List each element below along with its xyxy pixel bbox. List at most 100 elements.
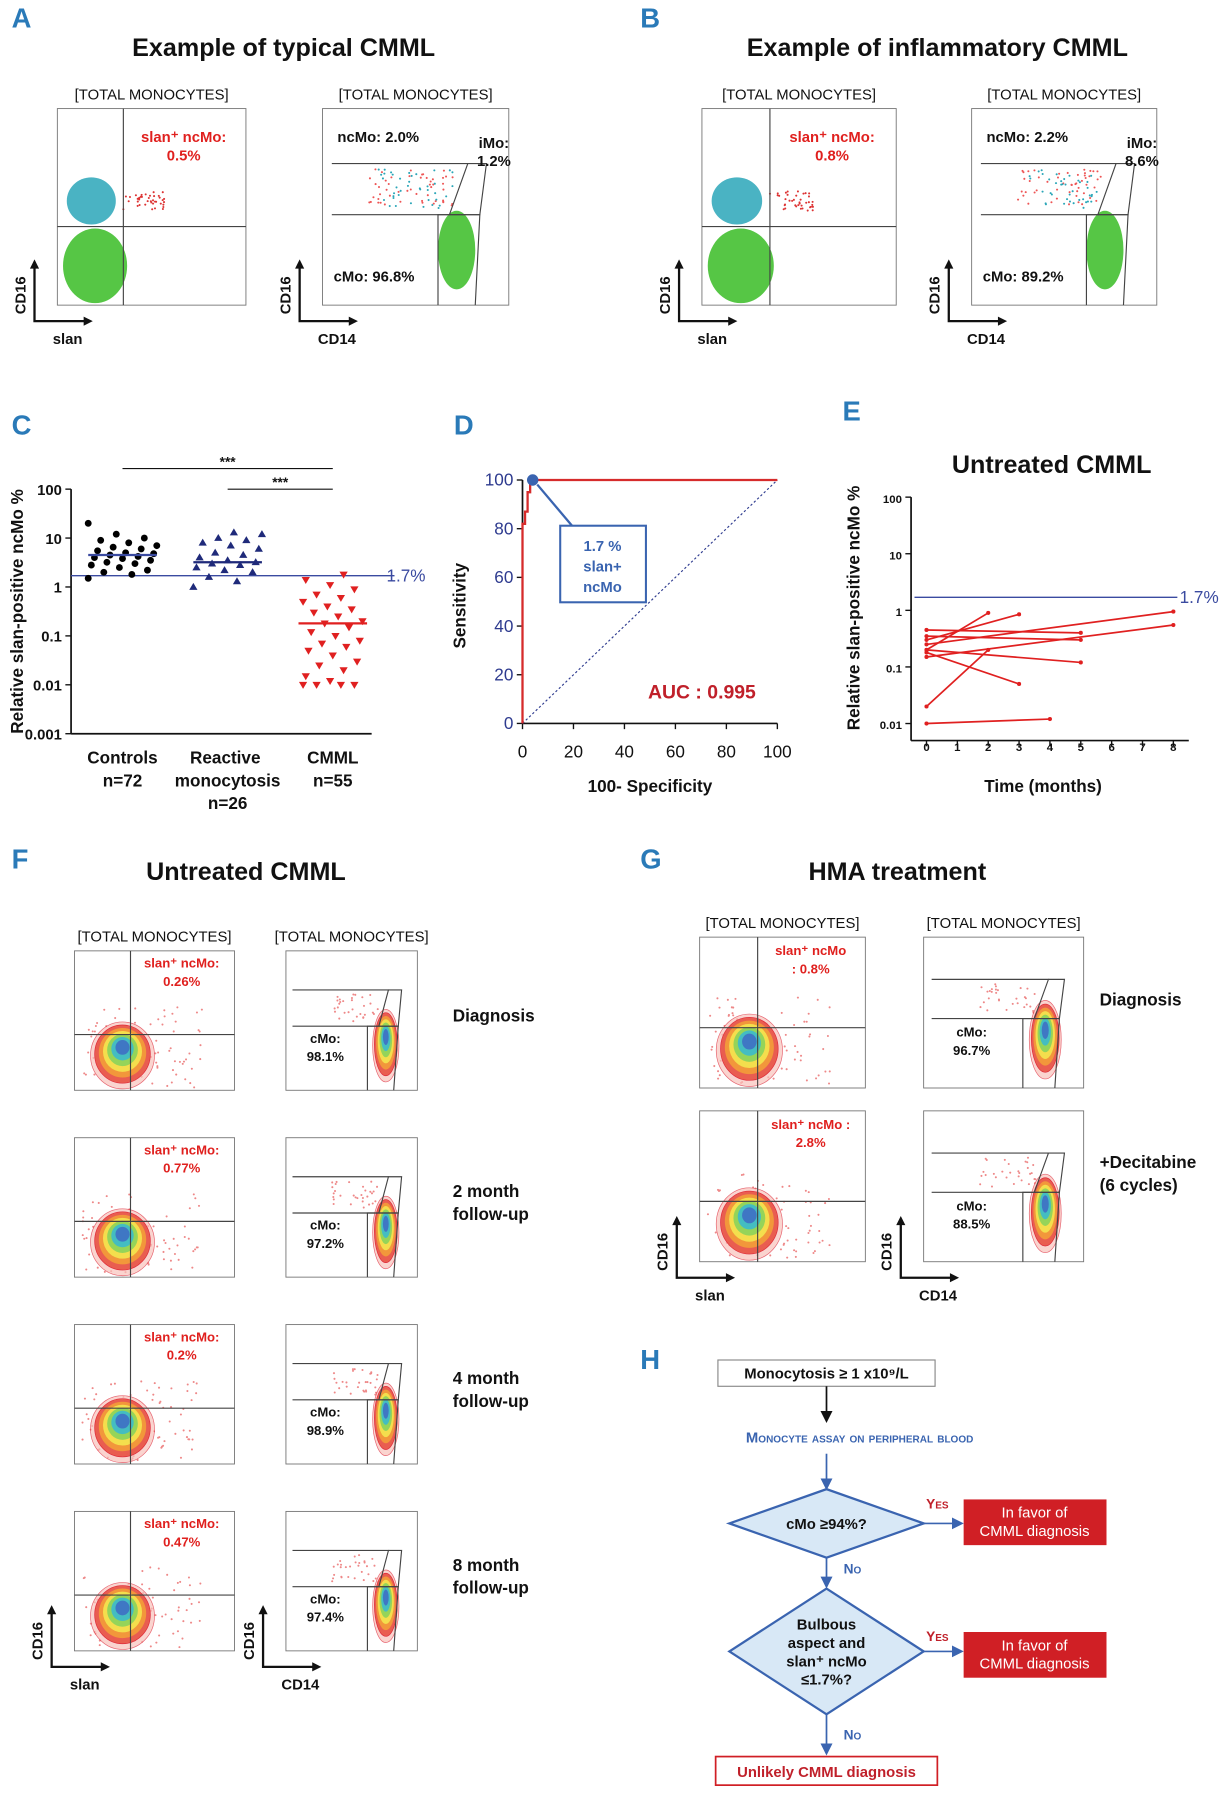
density-contour [115, 1226, 130, 1242]
y-tick-label: 100 [37, 483, 62, 499]
arrow-head [672, 1216, 682, 1226]
data-point [301, 576, 310, 584]
data-point [298, 598, 308, 606]
event-dot [377, 201, 380, 204]
gate [366, 1212, 399, 1278]
event-dot [371, 1557, 374, 1560]
event-dot [360, 1193, 363, 1197]
event-dot [1015, 997, 1018, 1000]
density-contour [382, 1028, 389, 1045]
event-dot [85, 1413, 88, 1416]
data-point [344, 624, 354, 632]
end-text: Unlikely CMML diagnosis [737, 1765, 916, 1781]
event-dot [363, 1560, 366, 1563]
event-dot [408, 175, 411, 178]
data-point [350, 586, 359, 594]
x-tick-label: 60 [666, 742, 685, 762]
event-dot [90, 1035, 93, 1038]
gate [1022, 1191, 1061, 1262]
event-dot [1085, 201, 1088, 204]
data-point [214, 533, 223, 541]
data-point [1171, 609, 1176, 614]
event-dot [1082, 192, 1085, 195]
event-dot [780, 1011, 783, 1014]
threshold-label: 1.7% [387, 565, 426, 585]
event-dot [81, 1234, 84, 1237]
event-dot [195, 1392, 198, 1395]
event-dot [1066, 198, 1069, 201]
event-dot [788, 1185, 791, 1188]
cell-cloud [711, 177, 763, 225]
event-dot [1068, 200, 1071, 203]
data-point [1171, 622, 1176, 628]
event-dot [343, 1011, 346, 1014]
data-point [144, 566, 151, 574]
event-dot [357, 1564, 360, 1567]
event-dot [426, 185, 429, 188]
y-tick-label: 100 [883, 494, 902, 506]
event-dot [82, 1216, 85, 1219]
event-dot [796, 996, 799, 999]
event-dot [345, 1385, 348, 1388]
event-dot [340, 1563, 343, 1566]
x-tick-label: Controls [87, 747, 157, 767]
event-dot [1075, 182, 1078, 185]
gate-label: ncMo: 2.0% [337, 130, 419, 146]
event-dot [162, 1258, 165, 1261]
event-dot [1084, 176, 1087, 180]
event-dot [148, 1587, 151, 1590]
event-dot [1019, 987, 1022, 990]
data-point [924, 627, 929, 633]
data-point [189, 582, 198, 590]
event-dot [91, 1216, 94, 1220]
event-dot [1017, 1175, 1020, 1178]
event-dot [1054, 182, 1058, 185]
event-dot [805, 201, 808, 204]
event-dot [183, 1225, 186, 1228]
arrow-head [100, 1662, 110, 1672]
axis-label: slan [70, 1678, 100, 1694]
event-dot [82, 1210, 85, 1213]
group-size: n=26 [208, 793, 248, 813]
event-dot [155, 1039, 158, 1042]
event-dot [1082, 198, 1085, 201]
y-axis-label: Relative slan-positive ncMo % [7, 489, 27, 734]
event-dot [91, 1030, 94, 1033]
outcome-text: CMML diagnosis [980, 1657, 1090, 1673]
event-dot [1024, 191, 1027, 194]
event-dot [392, 195, 395, 198]
event-dot [155, 200, 158, 203]
event-dot [195, 1011, 198, 1014]
event-dot [807, 1231, 810, 1235]
event-dot [1032, 1009, 1035, 1012]
plot-header: [TOTAL MONOCYTES] [275, 930, 429, 946]
plot-header: [TOTAL MONOCYTES] [987, 87, 1141, 103]
axis-arrow [899, 1222, 953, 1279]
row-label: (6 cycles) [1100, 1175, 1178, 1195]
event-dot [361, 996, 364, 999]
event-dot [181, 1062, 184, 1065]
event-dot [808, 1229, 811, 1232]
row-label: 2 month [453, 1181, 520, 1201]
event-dot [190, 1448, 193, 1451]
event-dot [425, 176, 428, 179]
data-point [325, 582, 335, 590]
event-dot [162, 1444, 165, 1447]
data-point [924, 721, 929, 726]
event-dot [369, 1190, 372, 1193]
event-dot [163, 197, 166, 200]
data-point [137, 545, 145, 553]
event-dot [87, 1228, 90, 1231]
event-dot [164, 1613, 167, 1616]
event-dot [192, 1193, 195, 1196]
arrow-head [29, 259, 40, 269]
event-dot [980, 1174, 983, 1177]
data-point [211, 548, 220, 556]
event-dot [176, 1581, 179, 1584]
event-dot [172, 1030, 175, 1033]
gate [931, 1152, 1050, 1193]
data-line [926, 718, 1050, 725]
data-point [229, 528, 238, 536]
event-dot [821, 1239, 824, 1242]
event-dot [437, 206, 440, 210]
